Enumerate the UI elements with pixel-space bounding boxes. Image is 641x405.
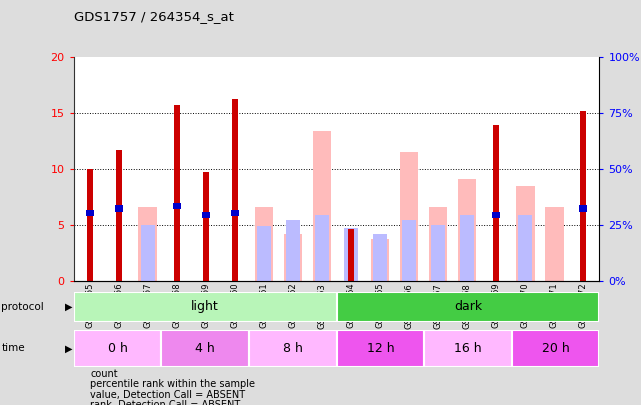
Bar [581, 111, 587, 281]
Bar [458, 179, 476, 281]
Bar [286, 220, 300, 281]
Text: value, Detection Call = ABSENT: value, Detection Call = ABSENT [90, 390, 246, 400]
Bar [257, 226, 271, 281]
Bar [203, 173, 209, 281]
Bar [162, 330, 249, 367]
Bar [254, 207, 273, 281]
Text: 8 h: 8 h [283, 342, 303, 355]
Text: light: light [191, 300, 219, 313]
Text: time: time [1, 343, 25, 353]
Bar [249, 330, 337, 367]
Bar [337, 292, 599, 322]
Text: ▶: ▶ [65, 302, 73, 312]
Bar [115, 205, 123, 211]
Bar [460, 215, 474, 281]
Bar [429, 207, 447, 281]
Text: 20 h: 20 h [542, 342, 569, 355]
Bar [402, 220, 416, 281]
Bar [337, 330, 424, 367]
Bar [284, 234, 303, 281]
Text: protocol: protocol [1, 302, 44, 312]
Bar [494, 125, 499, 281]
Bar [431, 225, 445, 281]
Text: 0 h: 0 h [108, 342, 128, 355]
Bar [74, 330, 162, 367]
Bar [348, 229, 354, 281]
Bar [400, 152, 419, 281]
Bar [116, 150, 122, 281]
Bar [174, 105, 179, 281]
Text: 16 h: 16 h [454, 342, 482, 355]
Text: rank, Detection Call = ABSENT: rank, Detection Call = ABSENT [90, 401, 240, 405]
Text: dark: dark [454, 300, 482, 313]
Bar [87, 169, 92, 281]
Text: 12 h: 12 h [367, 342, 394, 355]
Bar [579, 205, 587, 211]
Text: count: count [90, 369, 118, 379]
Text: 4 h: 4 h [196, 342, 215, 355]
Text: percentile rank within the sample: percentile rank within the sample [90, 379, 255, 389]
Bar [492, 212, 501, 218]
Bar [231, 210, 239, 216]
Bar [370, 239, 389, 281]
Bar [74, 292, 337, 322]
Text: GDS1757 / 264354_s_at: GDS1757 / 264354_s_at [74, 10, 233, 23]
Bar [86, 210, 94, 216]
Bar [344, 228, 358, 281]
Bar [516, 186, 535, 281]
Bar [202, 212, 210, 218]
Bar [138, 207, 157, 281]
Bar [313, 131, 331, 281]
Text: ▶: ▶ [65, 343, 73, 353]
Bar [519, 215, 532, 281]
Bar [373, 234, 387, 281]
Bar [315, 215, 329, 281]
Bar [172, 203, 181, 209]
Bar [424, 330, 512, 367]
Bar [545, 207, 563, 281]
Bar [141, 225, 154, 281]
Bar [512, 330, 599, 367]
Bar [232, 99, 238, 281]
